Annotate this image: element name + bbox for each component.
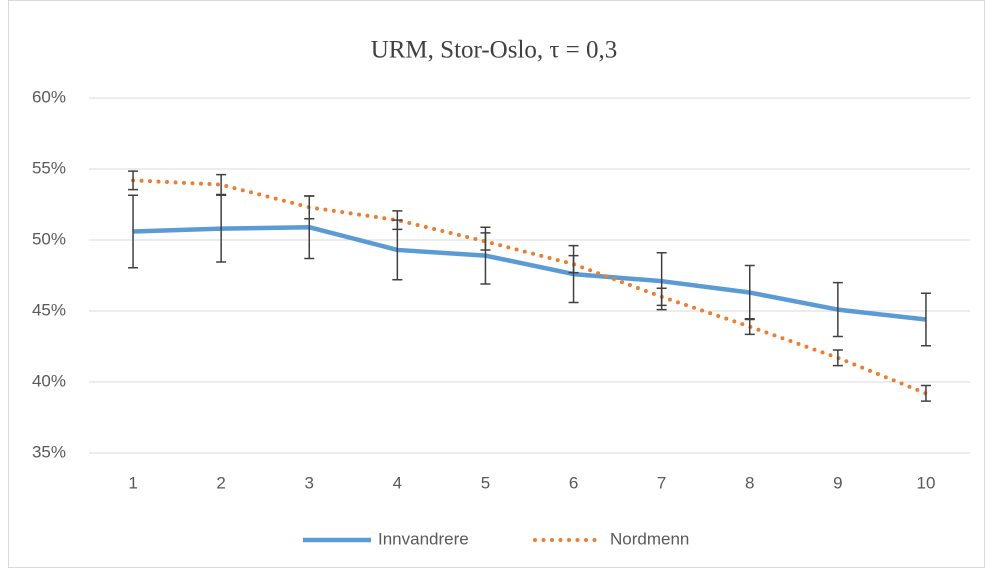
error-bar <box>128 194 139 269</box>
x-tick-label: 4 <box>393 473 402 492</box>
y-tick-label: 40% <box>32 371 66 390</box>
legend-label: Nordmenn <box>610 529 689 548</box>
y-tick-label: 55% <box>32 158 66 177</box>
error-bar <box>920 384 931 402</box>
series-line <box>132 224 927 322</box>
error-bar <box>392 210 403 231</box>
x-tick-label: 7 <box>657 473 666 492</box>
legend-label: Innvandrere <box>378 529 469 548</box>
chart-title: URM, Stor-Oslo, τ = 0,3 <box>371 37 618 64</box>
error-bar <box>832 349 843 367</box>
error-bar <box>656 287 667 307</box>
x-tick-label: 1 <box>128 473 137 492</box>
chart-border <box>8 0 985 568</box>
y-tick-label: 50% <box>32 229 66 248</box>
x-tick-label: 3 <box>305 473 314 492</box>
error-bar <box>568 254 579 274</box>
error-bar <box>128 170 139 191</box>
error-bar <box>304 195 315 220</box>
x-tick-label: 8 <box>745 473 754 492</box>
error-bar <box>920 292 931 347</box>
y-tick-label: 35% <box>32 442 66 461</box>
error-bar <box>480 232 491 251</box>
x-tick-label: 5 <box>481 473 490 492</box>
error-bar <box>216 173 227 196</box>
x-tick-label: 2 <box>216 473 225 492</box>
x-tick-label: 10 <box>916 473 935 492</box>
x-tick-label: 9 <box>833 473 842 492</box>
y-tick-label: 45% <box>32 300 66 319</box>
y-tick-label: 60% <box>32 87 66 106</box>
error-bar <box>832 281 843 338</box>
x-tick-label: 6 <box>569 473 578 492</box>
error-bar <box>744 318 755 336</box>
